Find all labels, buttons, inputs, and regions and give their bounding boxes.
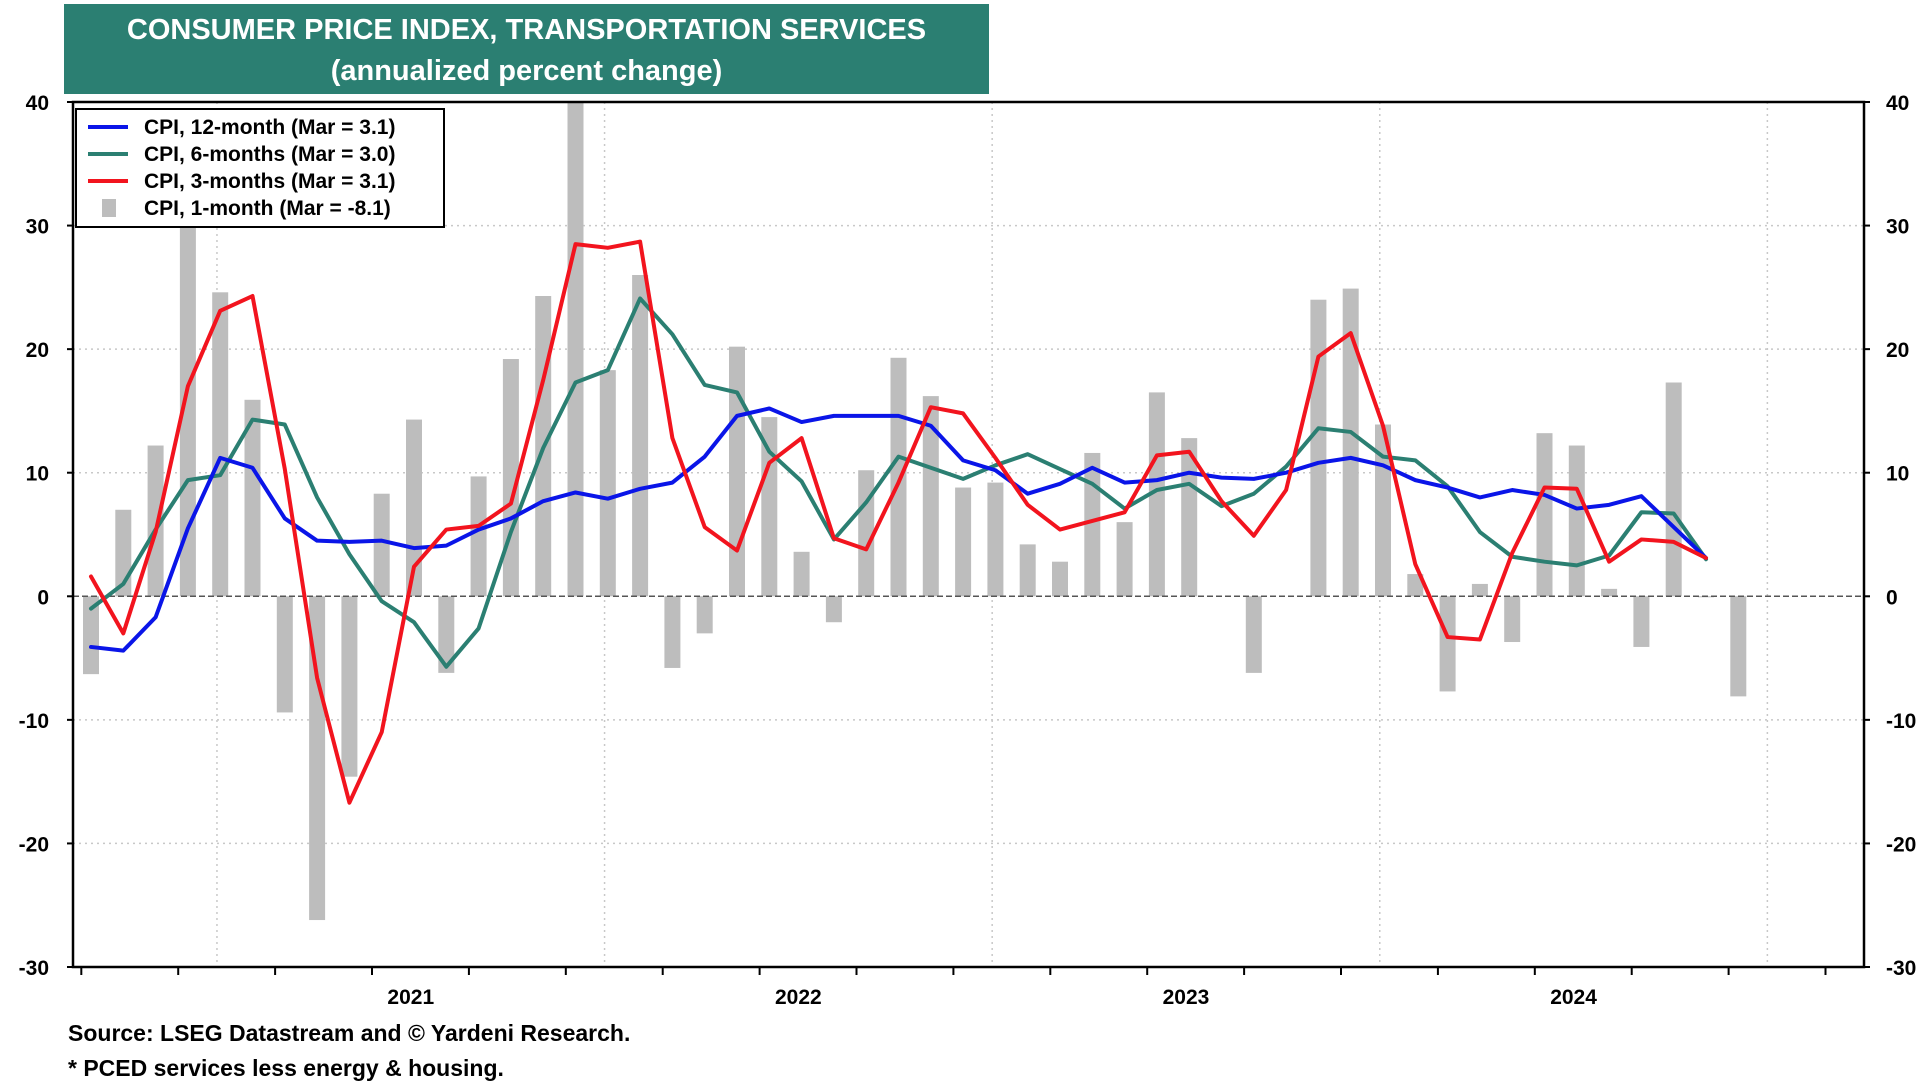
bar: [567, 102, 584, 597]
y-tick-label-right: 10: [1886, 463, 1909, 486]
y-tick-label-left: 10: [26, 463, 49, 486]
bar: [825, 596, 842, 623]
series-line: [89, 406, 1708, 653]
y-tick-label-left: -30: [19, 957, 49, 980]
bar: [1536, 433, 1553, 597]
x-tick-label: 2023: [1163, 986, 1210, 1009]
bar: [632, 275, 649, 597]
footnote: * PCED services less energy & housing.: [68, 1055, 504, 1081]
bar: [987, 482, 1004, 597]
legend-label: CPI, 12-month (Mar = 3.1): [144, 116, 395, 139]
series-line: [89, 296, 1708, 669]
chart-title-box: CONSUMER PRICE INDEX, TRANSPORTATION SER…: [64, 4, 989, 94]
y-tick-label-right: -20: [1886, 833, 1916, 856]
legend-swatch-bar: [102, 199, 116, 217]
bar: [729, 346, 745, 597]
y-tick-label-left: 40: [26, 92, 49, 115]
chart-title: CONSUMER PRICE INDEX, TRANSPORTATION SER…: [126, 14, 927, 46]
bar: [922, 396, 939, 597]
bar: [1084, 452, 1101, 597]
line-series: [89, 239, 1708, 805]
bar: [1052, 561, 1068, 597]
x-tick-label: 2021: [387, 986, 434, 1009]
axes: -30 -30 -20 -20 -10 -10 0 0 10 10 20 20 30 30 40 40 2021…: [19, 92, 1917, 1009]
bar: [1342, 288, 1359, 597]
x-tick-label: 2024: [1550, 986, 1597, 1009]
bar: [696, 596, 713, 634]
y-tick-label-left: -20: [19, 833, 49, 856]
bar: [1471, 583, 1488, 597]
bar: [1019, 544, 1036, 597]
bar: [179, 225, 196, 597]
bar: [1601, 588, 1618, 597]
y-tick-label-right: -10: [1886, 710, 1916, 733]
bar: [1310, 299, 1327, 597]
y-tick-label-right: 0: [1886, 586, 1898, 609]
y-tick-label-left: 20: [26, 339, 49, 362]
y-tick-label-left: 0: [37, 586, 49, 609]
source-note: Source: LSEG Datastream and © Yardeni Re…: [68, 1020, 631, 1046]
bar-series: [83, 102, 1747, 921]
bar: [1439, 596, 1456, 692]
bar: [276, 596, 293, 713]
bar: [1116, 522, 1133, 597]
bar: [1148, 392, 1165, 597]
bar: [1245, 596, 1262, 673]
x-tick-label: 2022: [775, 986, 822, 1009]
legend-label: CPI, 3-months (Mar = 3.1): [144, 170, 395, 193]
y-tick-label-right: -30: [1886, 957, 1916, 980]
y-tick-label-right: 30: [1886, 216, 1909, 239]
legend: CPI, 12-month (Mar = 3.1) CPI, 6-months (…: [75, 108, 445, 228]
bar: [1407, 574, 1424, 597]
bar: [406, 419, 422, 597]
y-tick-label-right: 40: [1886, 92, 1909, 115]
bar: [858, 470, 875, 597]
legend-label: CPI, 1-month (Mar = -8.1): [144, 197, 391, 220]
bar: [1665, 382, 1682, 597]
legend-label: CPI, 6-months (Mar = 3.0): [144, 143, 395, 166]
y-tick-label-left: 30: [26, 216, 49, 239]
footer: Source: LSEG Datastream and © Yardeni Re…: [68, 1016, 630, 1086]
bar: [1181, 438, 1198, 597]
bar: [1730, 596, 1747, 697]
bar: [212, 292, 229, 597]
bar: [438, 596, 455, 673]
legend-box: [75, 108, 445, 228]
bar: [955, 487, 972, 597]
y-tick-label-right: 20: [1886, 339, 1909, 362]
chart-subtitle: (annualized percent change): [330, 55, 723, 87]
bar: [244, 399, 261, 597]
bar: [890, 357, 907, 597]
bar: [83, 596, 99, 675]
bar: [373, 493, 390, 597]
y-tick-label-left: -10: [19, 710, 49, 733]
bar: [502, 359, 519, 597]
bar: [470, 476, 487, 597]
bar: [341, 596, 358, 777]
bar: [147, 445, 164, 597]
bar: [1504, 596, 1521, 643]
bar: [1568, 445, 1585, 597]
bar: [793, 551, 810, 597]
bar: [309, 596, 326, 921]
bar: [599, 370, 616, 597]
bar: [664, 596, 681, 668]
bar: [1633, 596, 1650, 647]
plot-frame: [71, 100, 1866, 969]
series-line: [89, 239, 1708, 805]
